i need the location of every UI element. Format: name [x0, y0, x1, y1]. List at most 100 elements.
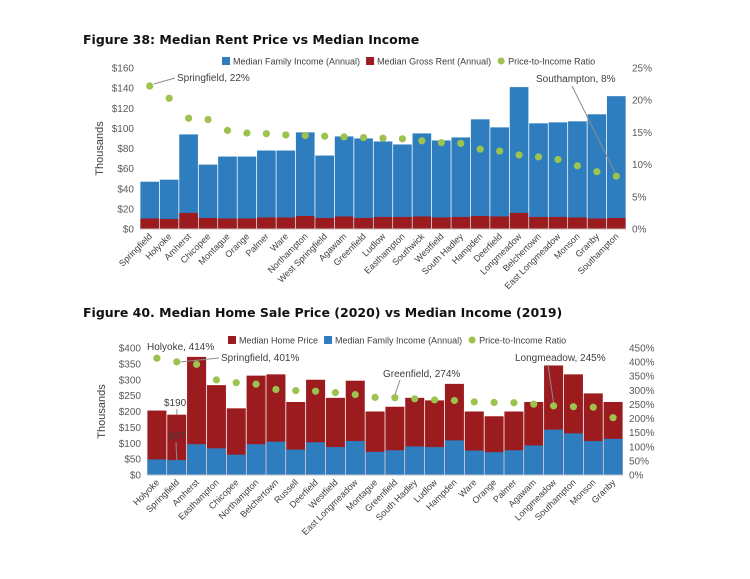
- ratio-point-amherst: [185, 114, 193, 122]
- annotation-leader: [547, 364, 555, 403]
- ratio-point-palmer: [262, 130, 270, 138]
- ratio-point-orange: [243, 129, 251, 137]
- y2-tick-label: 450%: [629, 344, 655, 355]
- ratio-point-westfield: [437, 139, 445, 147]
- y-axis-title: Thousands: [96, 384, 108, 439]
- annotation-leader: [180, 357, 220, 363]
- y-tick-label: $60: [117, 164, 134, 175]
- ratio-point-ludlow: [430, 396, 439, 404]
- y2-tick-label: 5%: [632, 192, 647, 203]
- bar-income-easthampton: [206, 448, 226, 475]
- ratio-point-south-hadley: [411, 395, 419, 403]
- bar-income-deerfield: [306, 442, 326, 475]
- y-tick-label: $40: [117, 184, 134, 195]
- y-tick-label: $200: [119, 407, 142, 418]
- bar-rent-south-hadley: [451, 216, 471, 229]
- bar-income-southwick: [412, 133, 432, 229]
- bar-rent-west-springfield: [315, 217, 335, 229]
- ratio-point-hampden: [450, 396, 459, 405]
- ratio-point-greenfield: [391, 394, 399, 402]
- ratio-point-granby: [593, 168, 601, 176]
- bar-income-palmer: [504, 450, 524, 475]
- ratio-point-longmeadow: [549, 402, 558, 410]
- bar-income-east-longmeadow: [345, 441, 365, 475]
- legend-swatch-median-family-income-annual: [222, 57, 230, 65]
- bar-rent-granby: [587, 218, 607, 229]
- y2-tick-label: 350%: [629, 372, 655, 383]
- legend-label-median-family-income-annual: Median Family Income (Annual): [335, 336, 462, 346]
- bar-income-springfield: [167, 460, 187, 475]
- legend-swatch-median-gross-rent-annual: [366, 57, 375, 65]
- ratio-point-springfield: [146, 82, 154, 90]
- bar-income-hampden: [444, 440, 464, 475]
- y-tick-label: $80: [117, 144, 134, 155]
- legend-label-median-gross-rent-annual: Median Gross Rent (Annual): [377, 57, 491, 67]
- annotation-southampton-8: Southampton, 8%: [536, 74, 616, 85]
- y2-tick-label: 50%: [629, 456, 649, 467]
- y2-tick-label: 0%: [632, 225, 647, 236]
- ratio-point-greenfield: [359, 133, 368, 142]
- bar-home-price-springfield: [167, 414, 187, 475]
- bar-rent-palmer: [257, 217, 276, 229]
- y-tick-label: $300: [119, 375, 142, 386]
- y-tick-label: $120: [112, 104, 135, 115]
- y-tick-label: $100: [119, 439, 142, 450]
- ratio-point-holyoke: [165, 94, 173, 102]
- bar-income-northampton: [246, 444, 266, 475]
- ratio-point-south-hadley: [457, 139, 465, 147]
- legend-label-median-family-income-annual: Median Family Income (Annual): [233, 57, 360, 67]
- bar-income-westfield: [325, 447, 345, 475]
- ratio-point-southampton: [612, 172, 620, 180]
- bar-rent-chicopee: [198, 217, 218, 229]
- annotation-leader: [153, 77, 176, 85]
- bar-income-southampton: [563, 433, 583, 475]
- bar-income-deerfield: [490, 127, 509, 229]
- bar-rent-northampton: [295, 215, 315, 229]
- y-tick-label: $100: [112, 124, 135, 135]
- y-tick-label: $250: [119, 391, 142, 402]
- y2-tick-label: 25%: [632, 64, 652, 75]
- y2-tick-label: 100%: [629, 442, 655, 453]
- legend-label-median-home-price: Median Home Price: [239, 336, 318, 346]
- y2-tick-label: 150%: [629, 428, 655, 439]
- bar-rent-belchertown: [529, 216, 548, 229]
- ratio-point-holyoke: [153, 354, 161, 362]
- bar-income-east-longmeadow: [548, 122, 568, 229]
- annotation-longmeadow-245: Longmeadow, 245%: [515, 353, 606, 364]
- y-axis-title: Thousands: [94, 121, 106, 176]
- legend-marker-price-to-income-ratio: [497, 57, 505, 65]
- ratio-point-deerfield: [496, 147, 504, 155]
- annotation-springfield-401: Springfield, 401%: [221, 353, 299, 364]
- y2-tick-label: 400%: [629, 358, 655, 369]
- bar-income-montague: [365, 451, 385, 475]
- bar-rent-holyoke: [159, 218, 179, 229]
- y-tick-label: $160: [112, 64, 135, 75]
- bar-income-belchertown: [266, 441, 286, 475]
- bar-rent-monson: [568, 217, 587, 229]
- bar-income-monson: [568, 121, 587, 229]
- bar-rent-ware: [276, 217, 296, 229]
- annotation-leader: [394, 379, 401, 395]
- ratio-point-east-longmeadow: [351, 390, 359, 399]
- legend-label-price-to-income-ratio: Price-to-Income Ratio: [479, 336, 566, 346]
- ratio-point-belchertown: [272, 385, 280, 394]
- bar-income-amherst: [187, 444, 207, 475]
- y2-tick-label: 20%: [632, 96, 652, 107]
- bar-income-ludlow: [425, 447, 445, 475]
- bar-income-easthampton: [393, 144, 412, 229]
- bar-rent-longmeadow: [509, 212, 529, 229]
- ratio-point-deerfield: [311, 387, 320, 395]
- bar-income-chicopee: [198, 164, 218, 229]
- annotation-holyoke-414: Holyoke, 414%: [147, 342, 214, 353]
- y2-tick-label: 10%: [632, 160, 652, 171]
- ratio-point-east-longmeadow: [554, 155, 562, 164]
- bar-income-greenfield: [354, 138, 373, 229]
- y2-tick-label: 300%: [629, 386, 655, 397]
- legend-label-price-to-income-ratio: Price-to-Income Ratio: [508, 57, 595, 67]
- legend-marker-price-to-income-ratio: [468, 336, 476, 344]
- bar-rent-agawam: [334, 216, 354, 229]
- bar-income-agawam: [334, 136, 354, 229]
- ratio-point-amherst: [192, 360, 201, 368]
- bar-income-granby: [603, 438, 623, 475]
- bar-income-orange: [237, 156, 257, 229]
